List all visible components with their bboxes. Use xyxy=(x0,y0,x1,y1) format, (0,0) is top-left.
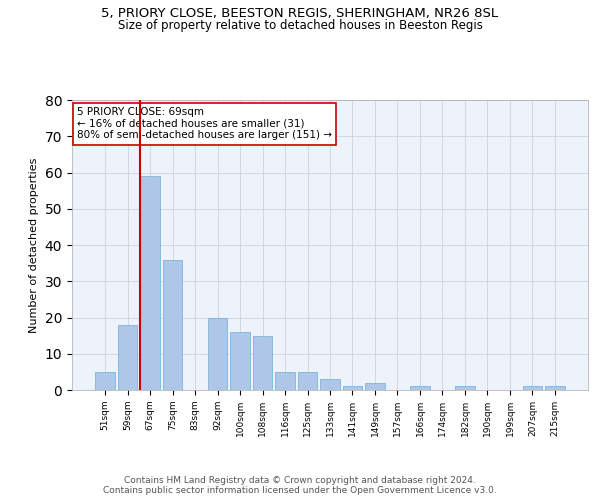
Text: Contains HM Land Registry data © Crown copyright and database right 2024.
Contai: Contains HM Land Registry data © Crown c… xyxy=(103,476,497,495)
Text: 5 PRIORY CLOSE: 69sqm
← 16% of detached houses are smaller (31)
80% of semi-deta: 5 PRIORY CLOSE: 69sqm ← 16% of detached … xyxy=(77,108,332,140)
Bar xyxy=(410,386,430,390)
Bar xyxy=(140,176,160,390)
Bar xyxy=(118,325,137,390)
Bar xyxy=(343,386,362,390)
Y-axis label: Number of detached properties: Number of detached properties xyxy=(29,158,39,332)
Text: Size of property relative to detached houses in Beeston Regis: Size of property relative to detached ho… xyxy=(118,19,482,32)
Bar xyxy=(455,386,475,390)
Bar xyxy=(320,379,340,390)
Bar xyxy=(163,260,182,390)
Bar xyxy=(523,386,542,390)
Bar xyxy=(298,372,317,390)
Bar xyxy=(208,318,227,390)
Bar xyxy=(275,372,295,390)
Bar xyxy=(253,336,272,390)
Bar xyxy=(545,386,565,390)
Bar xyxy=(230,332,250,390)
Bar xyxy=(365,383,385,390)
Text: 5, PRIORY CLOSE, BEESTON REGIS, SHERINGHAM, NR26 8SL: 5, PRIORY CLOSE, BEESTON REGIS, SHERINGH… xyxy=(101,8,499,20)
Bar xyxy=(95,372,115,390)
